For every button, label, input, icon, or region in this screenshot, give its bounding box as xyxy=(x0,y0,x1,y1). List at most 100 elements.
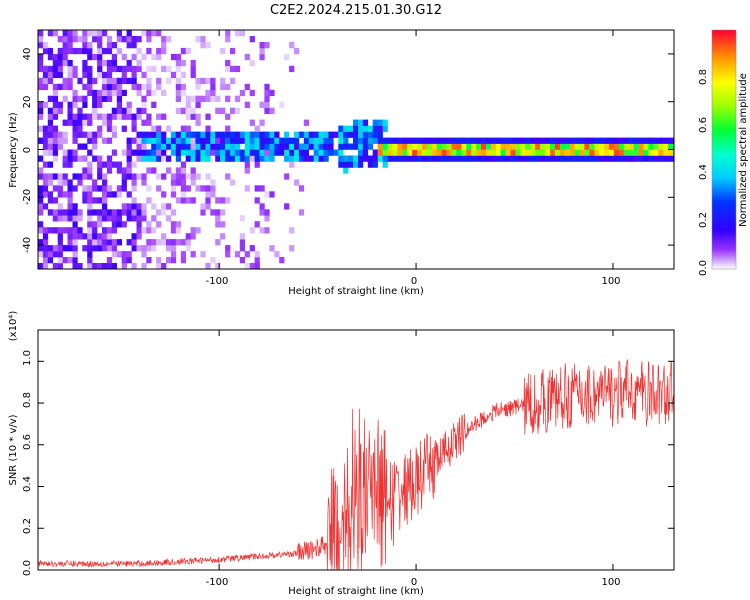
snr-ytick-label: 0.4 xyxy=(22,476,33,492)
spectrogram-cell xyxy=(72,65,78,73)
spectrogram-cell xyxy=(515,143,521,150)
spectrogram-cell xyxy=(574,143,580,150)
spectrogram-cell xyxy=(52,95,59,102)
spectrogram-cell xyxy=(175,137,182,144)
spectrogram-cell xyxy=(161,155,167,162)
spectrogram-cell xyxy=(239,239,246,246)
spectrogram-cell xyxy=(136,149,142,156)
spectrogram-cell xyxy=(244,185,250,192)
spectrogram-cell xyxy=(87,251,93,258)
spectrogram-cell xyxy=(417,143,423,150)
spectrogram-cell xyxy=(136,245,142,252)
spectrogram-cell xyxy=(72,125,78,132)
spectrogram-cell xyxy=(180,197,187,204)
spectrogram-panel: -100 0 100 Height of straight line (km) … xyxy=(8,29,675,297)
spectrogram-cell xyxy=(210,131,216,138)
spectrogram-cell xyxy=(638,155,644,162)
spectrogram-cell xyxy=(180,257,187,264)
spectrogram-cell xyxy=(82,191,88,198)
spectrogram-cell xyxy=(584,137,590,144)
spectrogram-cell xyxy=(67,30,73,37)
spectrogram-cell xyxy=(215,239,221,246)
spectrogram-cell xyxy=(82,65,88,73)
spectrogram-cell xyxy=(623,143,630,150)
spectrogram-cell xyxy=(313,155,319,162)
spectrogram-cell xyxy=(195,155,201,162)
spectrogram-cell xyxy=(190,131,196,138)
spectrogram-cell xyxy=(102,83,108,91)
spectrogram-cell xyxy=(141,101,147,108)
spectrogram-cell xyxy=(136,83,142,91)
spectrogram-cell xyxy=(42,42,49,49)
spectrogram-cell xyxy=(303,155,310,162)
spectrogram-cell xyxy=(407,143,413,150)
spectrogram-cell xyxy=(225,143,231,150)
spectrogram-cell xyxy=(141,227,147,234)
spectrogram-cell xyxy=(205,89,211,97)
spectrogram-cell xyxy=(57,53,63,61)
spectrogram-cell xyxy=(594,143,600,150)
spectrogram-cell xyxy=(530,155,536,162)
colorbar-label: Normalized spectral amplitude xyxy=(738,73,749,227)
spectrogram-cell xyxy=(618,137,625,144)
spectrogram-cell xyxy=(604,137,610,144)
spectrogram-cell xyxy=(141,30,147,37)
spectrogram-cell xyxy=(175,155,182,162)
spectrogram-cell xyxy=(131,65,137,73)
spectrogram-cell xyxy=(264,149,270,156)
spectrogram-cell xyxy=(82,36,88,43)
spectrogram-cell xyxy=(668,155,674,162)
spectrogram-cell xyxy=(52,89,59,97)
spectrogram-cell xyxy=(62,155,68,162)
spectrogram-cell xyxy=(490,137,497,144)
spectrogram-cell xyxy=(254,131,260,138)
spectrogram-cell xyxy=(264,107,270,114)
spectrogram-cell xyxy=(185,137,191,144)
spectrogram-cell xyxy=(102,215,108,222)
spectrogram-cell xyxy=(446,143,452,150)
spectrogram-cell xyxy=(47,137,54,144)
spectrogram-cell xyxy=(613,155,620,162)
spectrogram-cell xyxy=(77,179,83,186)
spectrogram-cell xyxy=(131,53,137,61)
spectrogram-cell xyxy=(161,233,167,240)
spectrogram-cell xyxy=(57,65,63,73)
spectrogram-cell xyxy=(87,167,93,174)
spectrogram-cell xyxy=(230,107,236,114)
spectrogram-cell xyxy=(170,131,177,138)
spectrogram-cell xyxy=(47,30,54,37)
spectrogram-cell xyxy=(244,167,250,174)
spectrogram-cell xyxy=(259,101,265,108)
spectrogram-cell xyxy=(38,221,44,228)
spectrogram-cell xyxy=(668,143,674,150)
spectrogram-cell xyxy=(486,137,492,144)
spectrogram-cell xyxy=(92,263,98,269)
spectrogram-cell xyxy=(367,161,374,168)
spectrogram-cell xyxy=(156,77,162,85)
spectrogram-cell xyxy=(141,137,147,144)
spectrogram-cell xyxy=(249,263,255,269)
spectrogram-cell xyxy=(151,137,157,144)
spectrogram-cell xyxy=(387,137,393,144)
spectrogram-cell xyxy=(116,185,123,192)
spectrogram-cell xyxy=(180,191,187,198)
spectrogram-cell xyxy=(62,227,68,234)
spectrogram-cell xyxy=(42,263,49,269)
spectrogram-cell xyxy=(62,161,68,168)
spectrogram-cell xyxy=(633,155,639,162)
spectrogram-cell xyxy=(141,209,147,216)
spectrogram-cell xyxy=(431,149,438,156)
spectrogram-cell xyxy=(42,185,49,192)
spectrogram-cell xyxy=(126,251,132,258)
spectrogram-cell xyxy=(215,209,221,216)
spectrogram-cell xyxy=(264,155,270,162)
spectrogram-cell xyxy=(599,137,605,144)
spectrogram-cell xyxy=(52,113,59,120)
spectrogram-cell xyxy=(47,125,54,132)
spectrogram-cell xyxy=(234,137,241,144)
spectrogram-cell xyxy=(500,149,506,156)
spectrogram-cell xyxy=(200,131,206,138)
spectrogram-cell xyxy=(57,101,63,108)
spectrogram-cell xyxy=(92,30,98,37)
spectrogram-ytick-label: 40 xyxy=(22,48,33,61)
